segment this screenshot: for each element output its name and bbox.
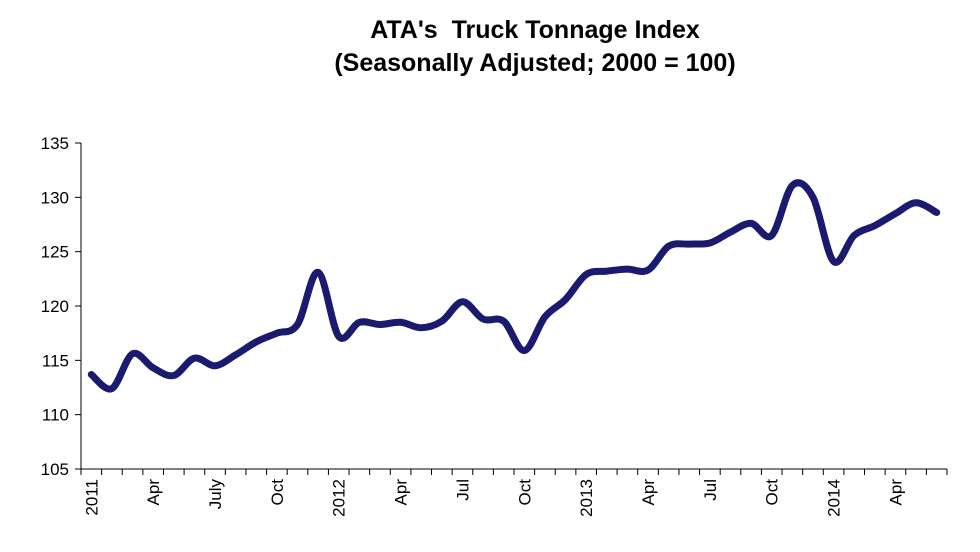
data-point — [751, 223, 752, 224]
y-tick-label: 115 — [42, 351, 69, 370]
data-point — [606, 271, 607, 272]
data-point — [586, 274, 587, 275]
data-point — [648, 270, 649, 271]
chart-axes — [80, 143, 947, 470]
y-tick-label: 130 — [41, 188, 69, 207]
x-tick-label: 2011 — [82, 479, 101, 516]
data-point — [276, 333, 277, 334]
data-point — [153, 367, 154, 368]
data-point — [483, 319, 484, 320]
chart-title: ATA's Truck Tonnage Index (Seasonally Ad… — [0, 14, 980, 80]
x-tick-label: Apr — [144, 479, 163, 506]
x-tick-label: 2014 — [825, 479, 844, 517]
data-point — [111, 388, 112, 389]
data-point — [380, 324, 381, 325]
data-point — [833, 261, 834, 262]
data-point — [359, 322, 360, 323]
data-point — [215, 365, 216, 366]
x-tick-label: Jul — [454, 479, 473, 501]
data-point — [936, 212, 937, 213]
data-point — [689, 244, 690, 245]
data-point — [709, 243, 710, 244]
series-line — [87, 179, 941, 393]
x-tick-label: Oct — [268, 479, 287, 506]
x-tick-label: Apr — [639, 479, 658, 506]
x-tick-label: Oct — [515, 479, 534, 506]
x-axis-ticks: 2011 Apr July Oct 2012 Apr Jul Oct 2013 Apr Jul Oct… — [80, 469, 948, 517]
data-point — [132, 353, 133, 354]
data-point — [297, 324, 298, 325]
data-point — [730, 232, 731, 233]
data-point — [854, 235, 855, 236]
y-tick-label: 135 — [41, 134, 69, 153]
data-point — [91, 374, 92, 375]
data-point — [668, 246, 669, 247]
data-point — [895, 213, 896, 214]
data-point — [627, 269, 628, 270]
data-point — [235, 354, 236, 355]
data-point — [503, 321, 504, 322]
data-point — [462, 301, 463, 302]
x-tick-label: July — [206, 479, 225, 510]
data-point — [916, 202, 917, 203]
x-tick-label: Apr — [392, 479, 411, 506]
data-point — [194, 358, 195, 359]
data-point — [338, 336, 339, 337]
data-point — [441, 321, 442, 322]
data-point — [421, 327, 422, 328]
chart-title-line-1: ATA's Truck Tonnage Index — [370, 16, 700, 44]
y-axis-ticks: 135 130 125 120 115 110 105 — [41, 134, 81, 479]
y-tick-label: 105 — [41, 460, 69, 479]
data-point — [771, 235, 772, 236]
data-point — [318, 272, 319, 273]
data-point — [792, 185, 793, 186]
data-point — [544, 316, 545, 317]
data-point — [256, 341, 257, 342]
x-tick-label: 2012 — [330, 479, 349, 517]
series-group — [87, 179, 941, 393]
data-point — [565, 299, 566, 300]
x-tick-label: Jul — [701, 479, 720, 501]
data-point — [400, 322, 401, 323]
y-tick-label: 120 — [41, 297, 69, 316]
data-point — [524, 350, 525, 351]
chart-title-line-2: (Seasonally Adjusted; 2000 = 100) — [334, 49, 736, 77]
data-point — [813, 197, 814, 198]
y-tick-label: 125 — [41, 243, 69, 262]
y-tick-label: 110 — [42, 406, 69, 425]
x-tick-label: Apr — [887, 479, 906, 506]
x-tick-label: Oct — [763, 479, 782, 506]
x-tick-label: 2013 — [577, 479, 596, 517]
data-point — [874, 225, 875, 226]
data-point — [173, 375, 174, 376]
